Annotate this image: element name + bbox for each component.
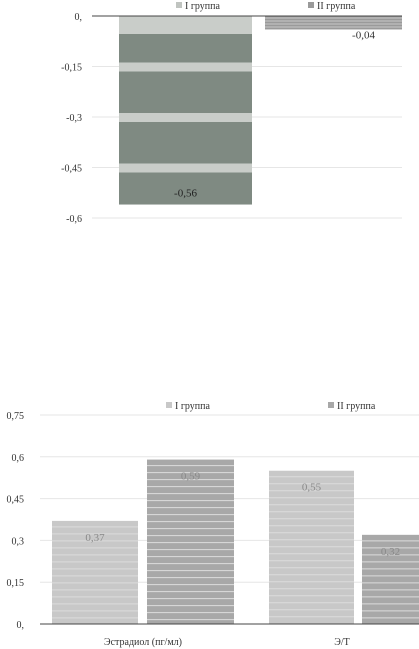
bar-group-1: [269, 470, 354, 624]
data-label: -0,56: [174, 188, 197, 200]
bar-stripe: [119, 163, 252, 173]
y-tick-label: 0,3: [12, 536, 25, 547]
y-tick-label: 0,15: [7, 578, 25, 589]
y-tick-label: -0,15: [61, 63, 82, 74]
bar-group-1: [119, 16, 252, 205]
chart-top: 0, -0,15 -0,3 -0,45 -0,6 -0,56 -0,04 I группа II…: [61, 1, 402, 225]
legend-swatch: [176, 2, 182, 8]
bar-group-2: [147, 459, 234, 624]
y-tick-label: -0,45: [61, 164, 82, 175]
y-tick-label: 0,: [17, 620, 25, 631]
legend-label: I группа: [175, 401, 211, 412]
data-label: 0,37: [85, 532, 105, 544]
bar-stripe: [119, 16, 252, 34]
x-tick-label: Эстрадиол (пг/мл): [104, 637, 182, 648]
y-tick-label: 0,: [75, 12, 83, 23]
legend-swatch: [166, 402, 172, 408]
bar-group-2: [265, 16, 402, 30]
legend-label: I группа: [185, 1, 221, 12]
data-label: 0,32: [381, 546, 400, 558]
y-tick-label: -0,3: [66, 113, 82, 124]
bar-group-2: [362, 534, 419, 624]
x-tick-label: Э/Т: [334, 637, 350, 648]
data-label: -0,04: [352, 29, 375, 41]
data-label: 0,59: [181, 471, 201, 483]
legend-label: II группа: [337, 401, 376, 412]
bar-stripe: [119, 62, 252, 72]
legend-swatch: [328, 402, 334, 408]
legend-label: II группа: [317, 1, 356, 12]
legend-swatch: [308, 2, 314, 8]
bar-stripe: [119, 113, 252, 122]
data-label: 0,55: [302, 482, 322, 494]
bar-group-1: [52, 520, 138, 624]
y-tick-label: 0,75: [7, 411, 25, 422]
y-tick-label: 0,45: [7, 495, 25, 506]
y-tick-label: 0,6: [12, 453, 25, 464]
y-tick-label: -0,6: [66, 214, 82, 225]
chart-bottom: 0, 0,15 0,3 0,45 0,6 0,75 0,37 0,59 Эстрадиол (п…: [7, 401, 419, 648]
